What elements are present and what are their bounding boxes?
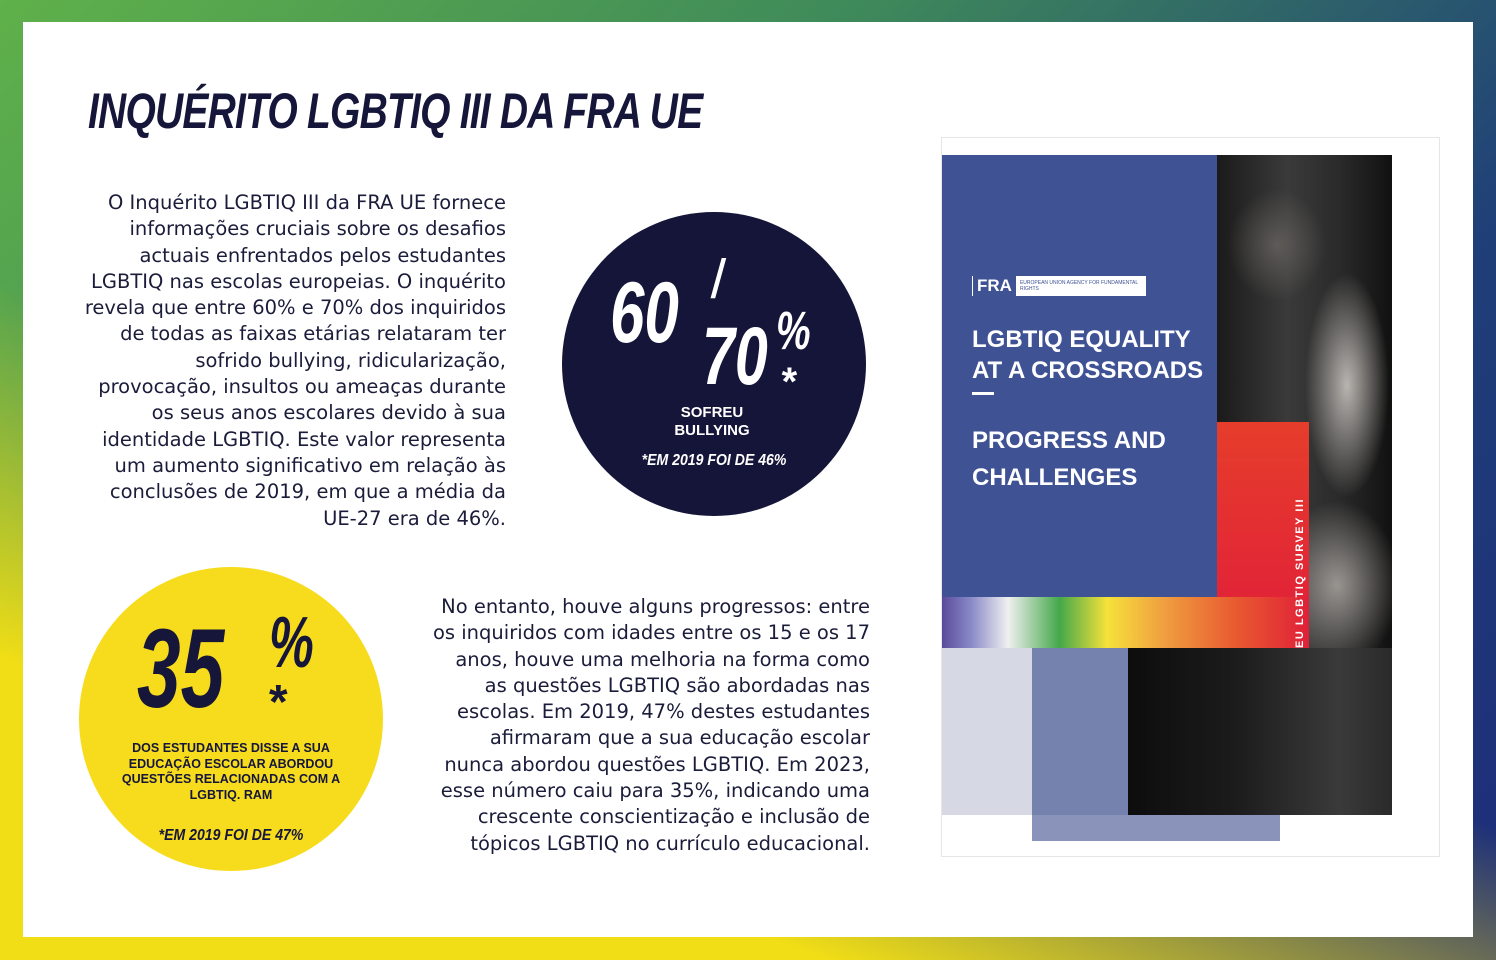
cover-blue-block [942,155,1217,597]
report-cover: FRA EUROPEAN UNION AGENCY FOR FUNDAMENTA… [941,137,1440,857]
cover-dash [972,392,994,395]
stat-value-60: 60 [610,265,679,361]
cover-slate-strip [1032,815,1280,841]
cover-rainbow-band [942,597,1309,648]
stat-value-70: 70 [702,311,768,402]
stat-asterisk: * [780,360,796,404]
stat-value-35: 35 [137,606,225,731]
stat-slash: / [712,249,723,309]
fra-logo-mark: FRA [973,276,1016,296]
intro-paragraph: O Inquérito LGBTIQ III da FRA UE fornece… [84,191,506,530]
cover-grey-block [942,648,1032,815]
progress-paragraph: No entanto, houve alguns progressos: ent… [432,595,870,855]
stat-asterisk: * [267,676,286,729]
cover-subtitle: PROGRESS AND CHALLENGES [972,427,1166,491]
stat-footnote: *EM 2019 FOI DE 47% [158,827,304,844]
education-stat-circle: 35 % * DOS ESTUDANTES DISSE A SUA EDUCAÇ… [79,567,383,871]
cover-slate-block [1032,648,1128,841]
stat-footnote: *EM 2019 FOI DE 46% [641,452,787,469]
cover-title: LGBTIQ EQUALITY AT A CROSSROADS [972,326,1204,384]
page-title: INQUÉRITO LGBTIQ III DA FRA UE [88,83,703,139]
fra-logo-subtitle: EUROPEAN UNION AGENCY FOR FUNDAMENTAL RI… [1015,277,1145,295]
stat-label: SOFREU BULLYING [674,404,750,439]
stat-percent-sign: % [269,603,314,683]
cover-dark-block [1128,648,1392,815]
stat-label: DOS ESTUDANTES DISSE A SUA EDUCAÇÃO ESCO… [121,741,341,802]
fra-logo: FRA EUROPEAN UNION AGENCY FOR FUNDAMENTA… [972,276,1146,296]
bullying-stat-circle: 60 / 70 % * SOFREU BULLYING *EM 2019 FOI… [562,212,866,516]
cover-series-label: EU LGBTIQ SURVEY III [1294,497,1306,648]
stat-percent-sign: % [776,301,811,361]
